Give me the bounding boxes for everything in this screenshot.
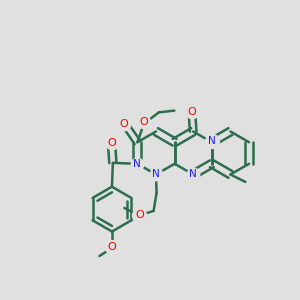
Text: O: O xyxy=(140,117,148,127)
Text: O: O xyxy=(107,138,116,148)
Text: N: N xyxy=(189,169,197,179)
Text: N: N xyxy=(208,136,216,146)
Text: O: O xyxy=(120,119,129,129)
Text: N: N xyxy=(152,169,160,179)
Text: O: O xyxy=(188,107,196,117)
Text: O: O xyxy=(108,242,116,252)
Text: N: N xyxy=(134,159,141,169)
Text: O: O xyxy=(135,209,144,220)
